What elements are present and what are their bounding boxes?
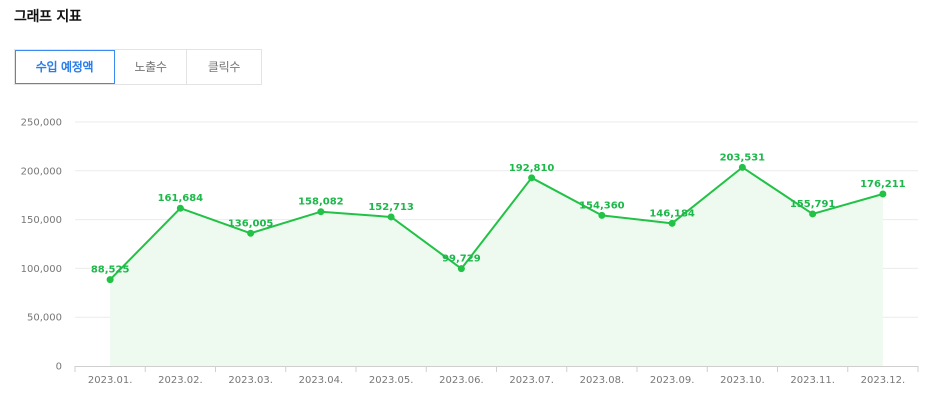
data-point [879, 190, 887, 198]
y-tick-label: 0 [56, 362, 62, 373]
x-tick-label: 2023.03. [228, 375, 273, 386]
data-label: 152,713 [368, 202, 414, 213]
data-point [176, 204, 184, 212]
y-tick-label: 50,000 [27, 313, 62, 324]
tab-expected-revenue[interactable]: 수입 예정액 [15, 50, 115, 84]
section-title: 그래프 지표 [14, 9, 82, 25]
x-tick-label: 2023.10. [720, 375, 765, 386]
x-tick-label: 2023.05. [369, 375, 414, 386]
data-label: 136,005 [228, 218, 274, 229]
series-area [110, 167, 883, 366]
data-label: 161,684 [158, 193, 204, 204]
x-tick-label: 2023.12. [861, 375, 906, 386]
x-tick-label: 2023.06. [439, 375, 484, 386]
data-label: 176,211 [860, 179, 906, 190]
data-label: 154,360 [579, 200, 625, 211]
metric-tab-group: 수입 예정액 노출수 클릭수 [14, 49, 262, 85]
data-label: 192,810 [509, 163, 555, 174]
data-label: 88,525 [91, 265, 130, 276]
x-tick-label: 2023.11. [790, 375, 835, 386]
data-point [387, 213, 395, 221]
data-point [598, 211, 606, 219]
data-label: 155,791 [790, 199, 836, 210]
data-label: 203,531 [720, 152, 766, 163]
data-point [738, 163, 746, 171]
tab-impressions[interactable]: 노출수 [115, 50, 187, 84]
data-point [317, 208, 325, 216]
x-tick-label: 2023.08. [580, 375, 625, 386]
y-tick-label: 150,000 [21, 215, 62, 226]
data-point [528, 174, 536, 182]
x-tick-label: 2023.04. [299, 375, 344, 386]
data-point [809, 210, 817, 218]
x-tick-label: 2023.01. [88, 375, 133, 386]
y-tick-label: 250,000 [21, 118, 62, 129]
x-tick-label: 2023.09. [650, 375, 695, 386]
y-tick-label: 200,000 [21, 166, 62, 177]
data-point [668, 219, 676, 227]
series-line [109, 166, 884, 281]
data-point [247, 229, 255, 237]
data-label: 146,184 [649, 208, 695, 219]
data-point [457, 265, 465, 273]
tab-clicks[interactable]: 클릭수 [207, 60, 241, 74]
y-tick-label: 100,000 [21, 264, 62, 275]
data-label: 158,082 [298, 197, 344, 208]
x-tick-label: 2023.07. [509, 375, 554, 386]
x-tick-label: 2023.02. [158, 375, 203, 386]
data-point [106, 276, 114, 284]
data-label: 99,729 [442, 254, 481, 265]
